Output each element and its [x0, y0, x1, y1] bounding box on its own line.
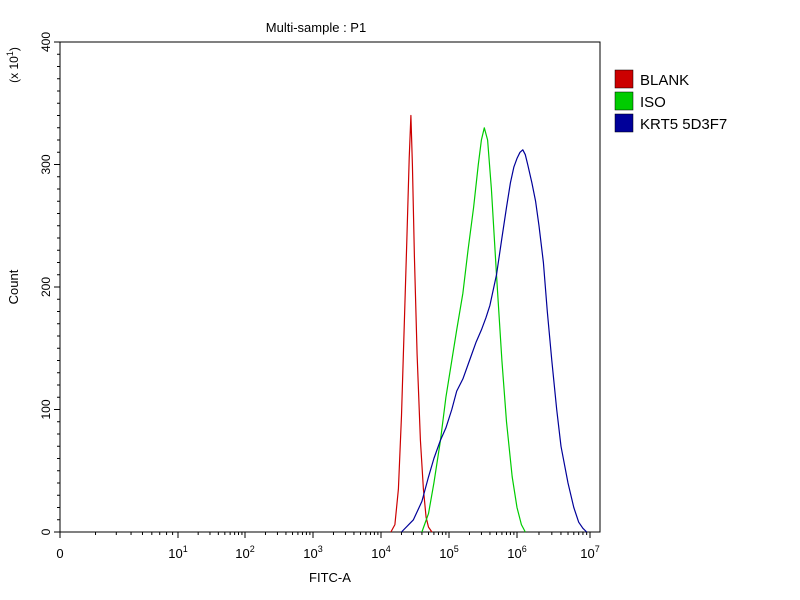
x-tick-label: 0	[56, 546, 63, 561]
legend: BLANK ISO KRT5 5D3F7	[614, 69, 727, 133]
y-axis-ticks: 0 100 200 300 400	[39, 32, 60, 535]
y-axis-multiplier-exponent: 1	[5, 51, 15, 56]
y-tick-label: 100	[39, 399, 53, 419]
legend-swatch-iso	[614, 91, 634, 111]
legend-swatch-blank	[614, 69, 634, 89]
y-tick-label: 400	[39, 32, 53, 52]
series-line-blank	[390, 114, 433, 533]
x-tick-label: 107	[580, 544, 599, 561]
legend-label-krt5-5d3f7: KRT5 5D3F7	[640, 116, 727, 133]
legend-swatch-krt5-5d3f7	[614, 113, 634, 133]
y-axis-label: Count	[6, 269, 21, 304]
x-tick-label: 102	[235, 544, 254, 561]
legend-label-iso: ISO	[640, 94, 666, 111]
chart-title: Multi-sample : P1	[266, 20, 366, 35]
x-axis-label: FITC-A	[309, 570, 351, 585]
x-axis-ticks: 0 101 102 103 104 105 106 107	[56, 532, 600, 561]
series-line-krt5-5d3f7	[401, 149, 588, 533]
series-line-iso	[421, 127, 526, 533]
y-axis-multiplier: (x 101)	[5, 47, 21, 83]
x-tick-label: 101	[168, 544, 187, 561]
y-tick-label: 200	[39, 277, 53, 297]
y-tick-label: 0	[39, 528, 53, 535]
x-tick-label: 106	[507, 544, 526, 561]
y-tick-label: 300	[39, 154, 53, 174]
x-tick-label: 104	[371, 544, 390, 561]
legend-label-blank: BLANK	[640, 72, 689, 89]
x-tick-label: 105	[439, 544, 458, 561]
plot-area	[59, 41, 601, 533]
x-tick-label: 103	[303, 544, 322, 561]
series-layer	[390, 114, 588, 533]
